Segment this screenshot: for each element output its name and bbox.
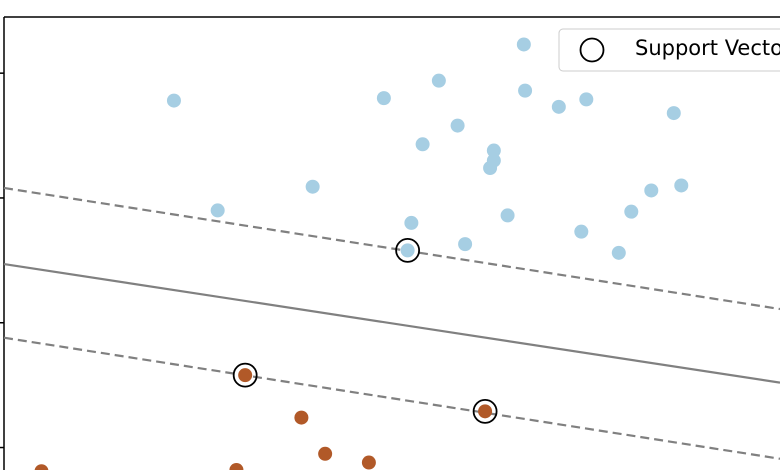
support-vector — [395, 237, 421, 263]
point — [674, 178, 689, 193]
point — [611, 245, 626, 260]
point — [34, 464, 49, 470]
point — [518, 83, 533, 98]
support-vector — [472, 398, 498, 424]
point — [166, 93, 181, 108]
point — [551, 99, 566, 114]
point — [644, 183, 659, 198]
point — [415, 137, 430, 152]
point — [478, 404, 493, 419]
point — [400, 243, 415, 258]
point — [361, 455, 376, 470]
point — [500, 208, 515, 223]
point — [516, 37, 531, 52]
margin-line — [3, 336, 780, 460]
point — [294, 410, 309, 425]
margin-line — [3, 186, 780, 311]
point — [579, 92, 594, 107]
point — [318, 446, 333, 461]
point — [458, 237, 473, 252]
point — [404, 215, 419, 230]
point — [238, 368, 253, 383]
point — [229, 463, 244, 470]
legend-box — [558, 28, 780, 72]
point — [431, 73, 446, 88]
point — [210, 203, 225, 218]
point — [624, 204, 639, 219]
point — [574, 224, 589, 239]
point — [486, 143, 501, 158]
point — [483, 161, 498, 175]
point — [376, 91, 391, 106]
point — [305, 179, 320, 194]
legend: Support Vectors — [558, 28, 780, 72]
decision-line — [3, 263, 780, 384]
point — [450, 118, 465, 133]
support-vector — [232, 362, 258, 388]
legend-marker — [579, 37, 605, 63]
legend-label: Support Vectors — [635, 36, 780, 60]
point — [666, 106, 681, 121]
